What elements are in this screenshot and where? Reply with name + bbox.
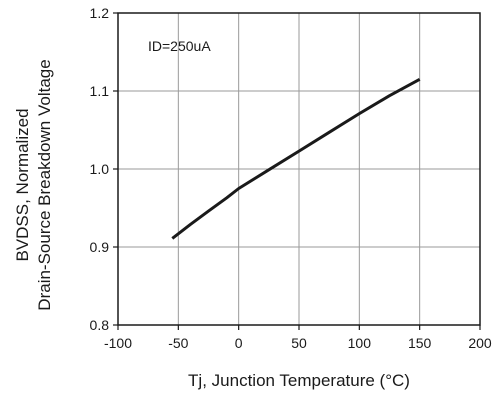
x-tick-label: 50 [291,335,307,351]
y-tick-label: 1.0 [90,161,110,177]
y-tick-label: 1.1 [90,83,110,99]
y-ticks: 0.8 0.9 1.0 1.1 1.2 [90,5,118,333]
x-tick-label: 100 [348,335,372,351]
annotation-id: ID=250uA [148,38,211,54]
y-tick-label: 1.2 [90,5,110,21]
data-series [171,77,421,240]
x-tick-label: 200 [468,335,492,351]
x-tick-label: 0 [235,335,243,351]
x-axis-title: Tj, Junction Temperature (°C) [188,371,410,390]
y-tick-label: 0.9 [90,239,110,255]
series-line [171,77,421,240]
x-tick-label: -100 [104,335,132,351]
y-tick-label: 0.8 [90,317,110,333]
y-axis-title-line1: BVDSS, Normalized [13,108,32,261]
x-tick-label: -50 [168,335,188,351]
y-axis-title-line2: Drain-Source Breakdown Voltage [35,59,54,310]
x-ticks: -100 -50 0 50 100 150 200 [104,325,492,351]
x-tick-label: 150 [408,335,432,351]
grid-lines [118,13,480,325]
